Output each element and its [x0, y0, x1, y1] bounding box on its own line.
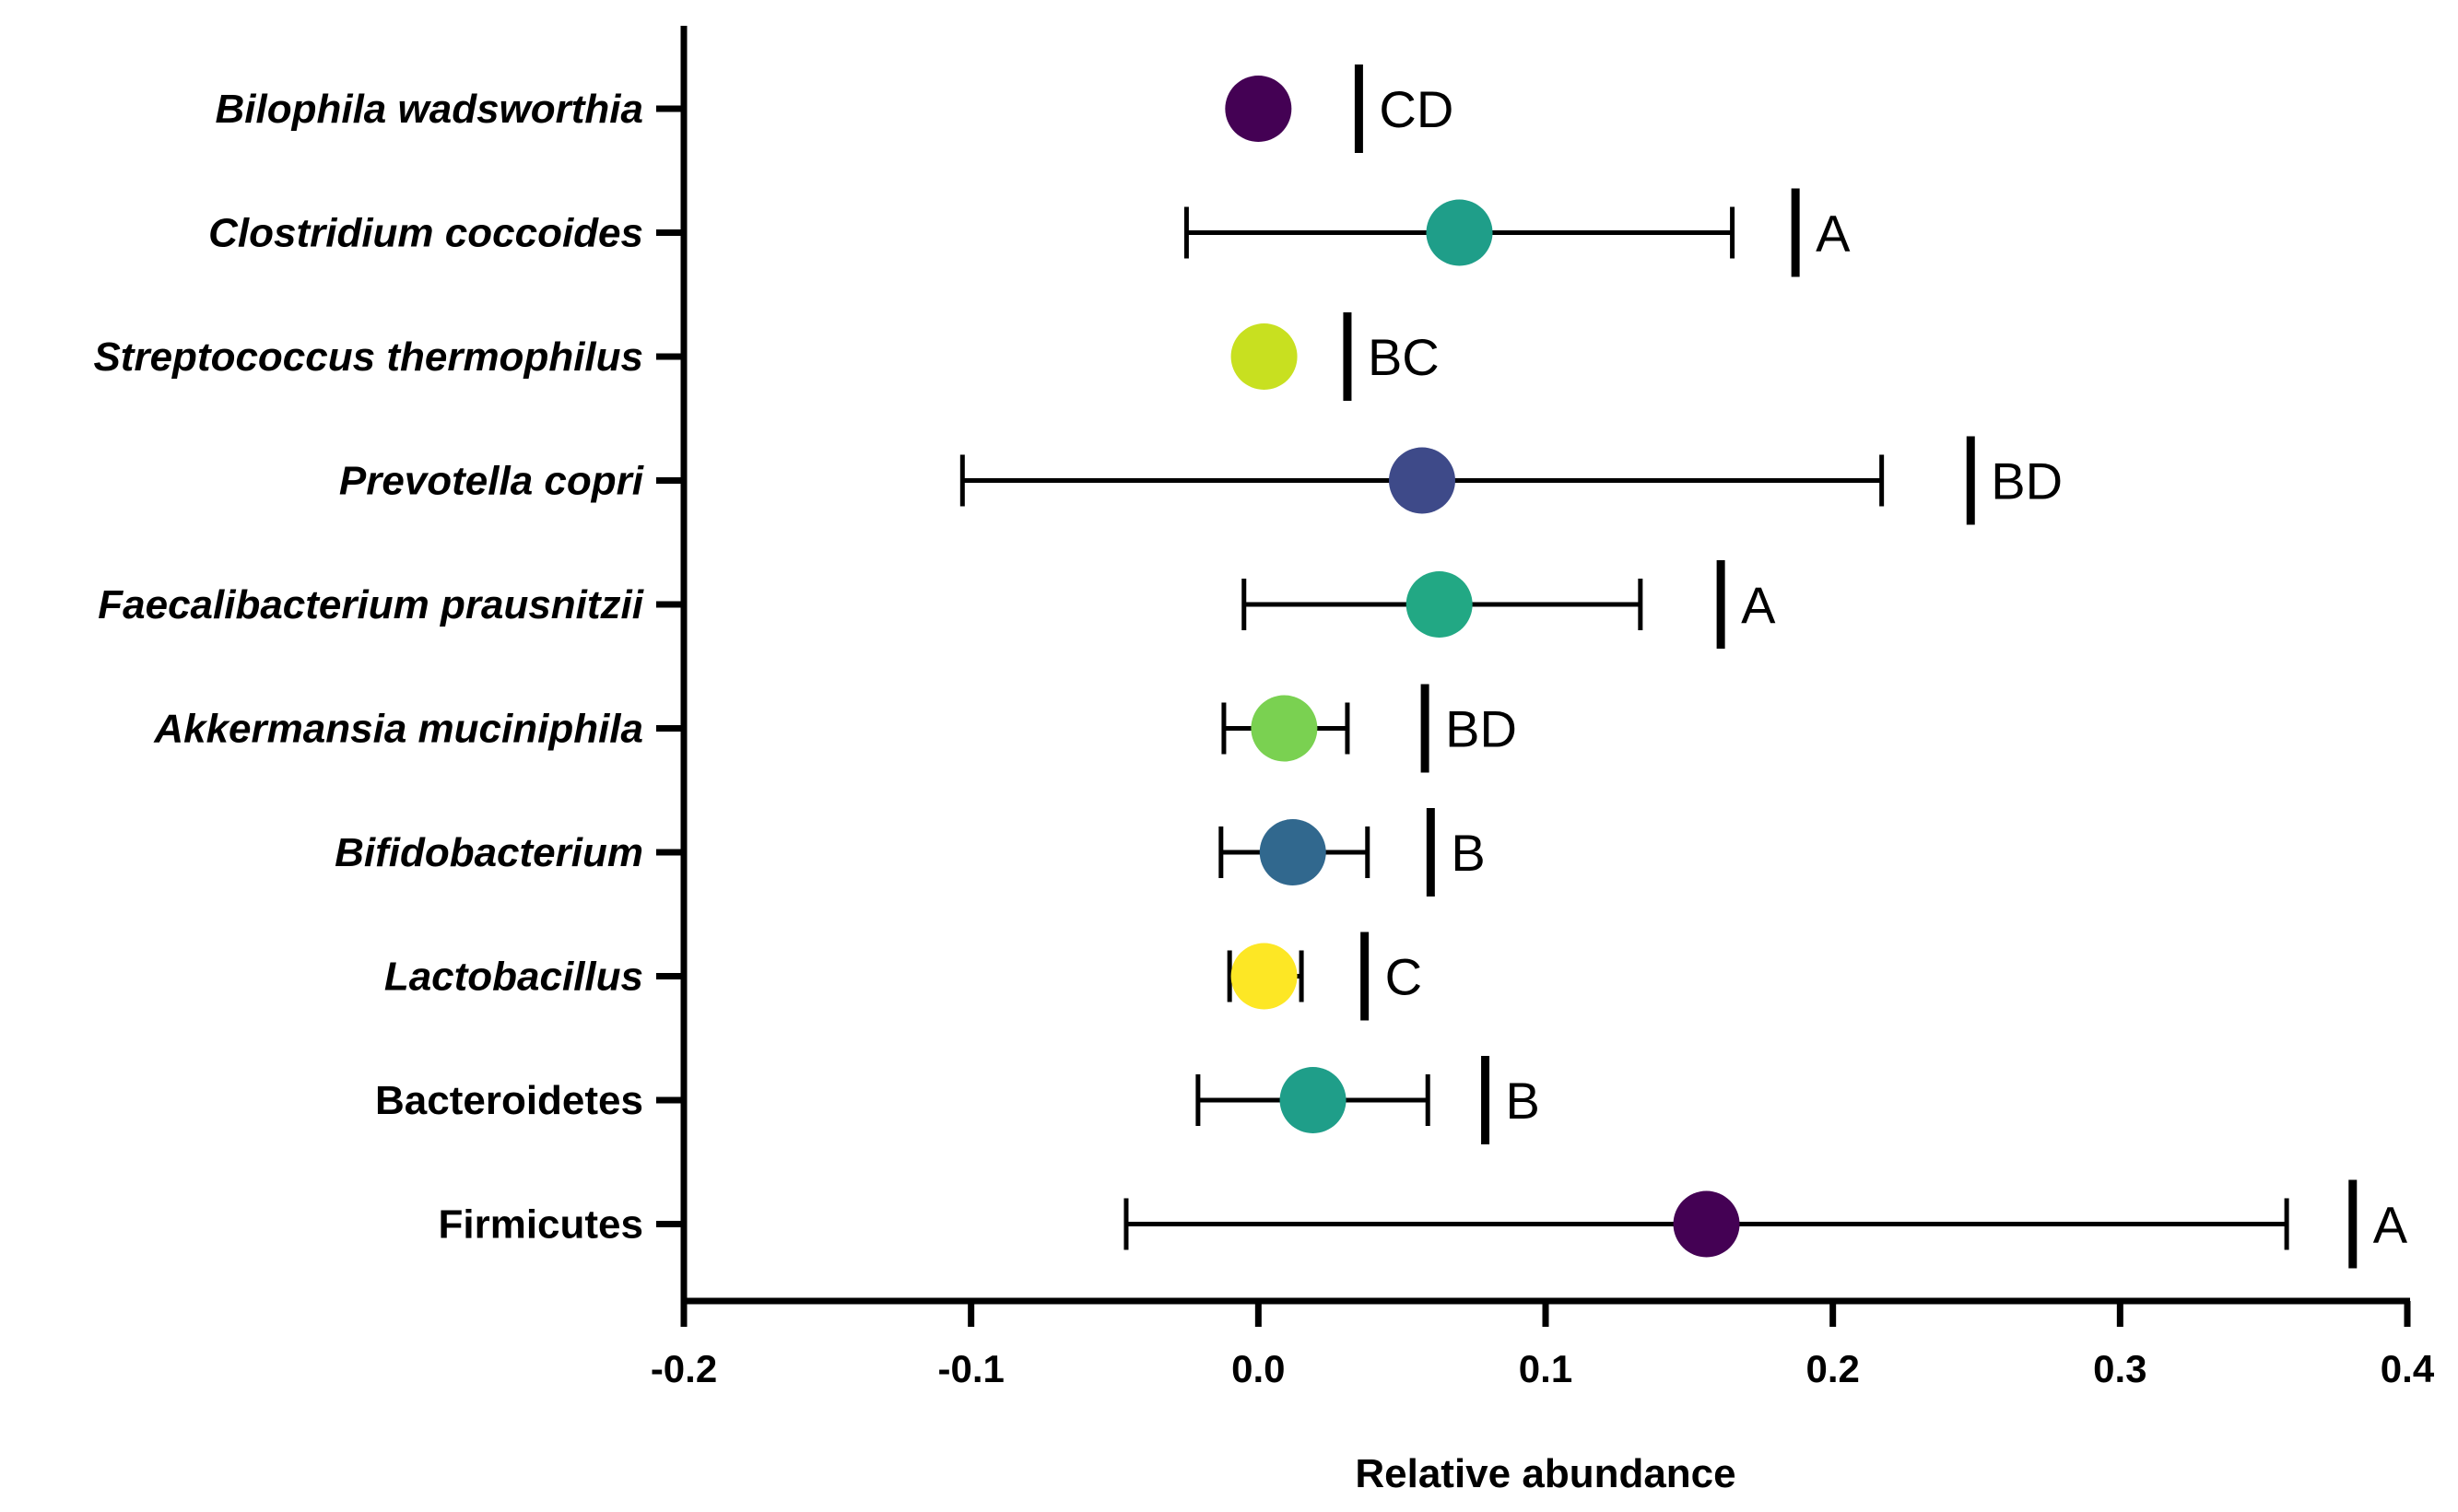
- data-point: [1673, 1190, 1740, 1258]
- point-group: B: [1218, 808, 1486, 897]
- axes: [680, 26, 2410, 1305]
- category-label: Prevotella copri: [339, 459, 644, 504]
- group-letter: BD: [1991, 452, 2063, 510]
- x-axis-title: Relative abundance: [1355, 1451, 1735, 1496]
- y-ticks: Bilophila wadsworthia Clostridium coccoid…: [93, 87, 684, 1248]
- data-point: [1279, 1067, 1347, 1133]
- group-letter: CD: [1379, 80, 1453, 138]
- group-letter: C: [1385, 948, 1422, 1006]
- x-tick-label: 0.0: [1231, 1347, 1285, 1390]
- category-label: Lactobacillus: [384, 955, 643, 1000]
- category-label: Faecalibacterium prausnitzii: [98, 582, 644, 627]
- point-group: A: [1123, 1179, 2408, 1269]
- point-group: BC: [1230, 312, 1440, 401]
- category-label: Clostridium coccoides: [208, 211, 643, 256]
- group-letter: B: [1506, 1072, 1540, 1130]
- category-label: Bilophila wadsworthia: [216, 87, 644, 132]
- point-group: B: [1195, 1056, 1540, 1144]
- data-point: [1225, 76, 1292, 142]
- x-tick-label: 0.1: [1519, 1347, 1572, 1390]
- data-point: [1426, 199, 1493, 266]
- x-tick-label: 0.4: [2381, 1347, 2435, 1390]
- point-group: A: [1183, 188, 1851, 277]
- category-label: Bacteroidetes: [375, 1078, 643, 1123]
- point-group: CD: [1225, 64, 1453, 153]
- group-letter: A: [1816, 205, 1851, 263]
- point-group: BD: [959, 436, 2063, 525]
- data-point: [1251, 695, 1318, 762]
- group-letter: A: [2373, 1196, 2408, 1254]
- x-tick-label: -0.2: [651, 1347, 717, 1390]
- point-group: A: [1241, 560, 1776, 649]
- data-point: [1259, 819, 1326, 885]
- group-letter: BC: [1368, 328, 1440, 386]
- category-label: Firmicutes: [438, 1202, 643, 1248]
- point-group: BD: [1221, 684, 1517, 773]
- x-tick-label: -0.1: [937, 1347, 1004, 1390]
- data-point: [1230, 943, 1298, 1010]
- category-label: Bifidobacterium: [335, 830, 643, 875]
- data-point: [1230, 323, 1298, 390]
- group-letter: BD: [1445, 700, 1517, 758]
- x-tick-label: 0.2: [1805, 1347, 1859, 1390]
- data-point: [1388, 447, 1455, 514]
- x-tick-label: 0.3: [2093, 1347, 2146, 1390]
- category-label: Streptococcus thermophilus: [93, 334, 643, 380]
- point-group: C: [1227, 932, 1422, 1021]
- data-point: [1405, 571, 1473, 638]
- x-ticks: -0.2 -0.1 0.0 0.1 0.2 0.3 0.4: [651, 1301, 2435, 1390]
- category-label: Akkermansia muciniphila: [153, 707, 643, 752]
- group-letter: A: [1741, 576, 1776, 634]
- group-letter: B: [1451, 824, 1485, 882]
